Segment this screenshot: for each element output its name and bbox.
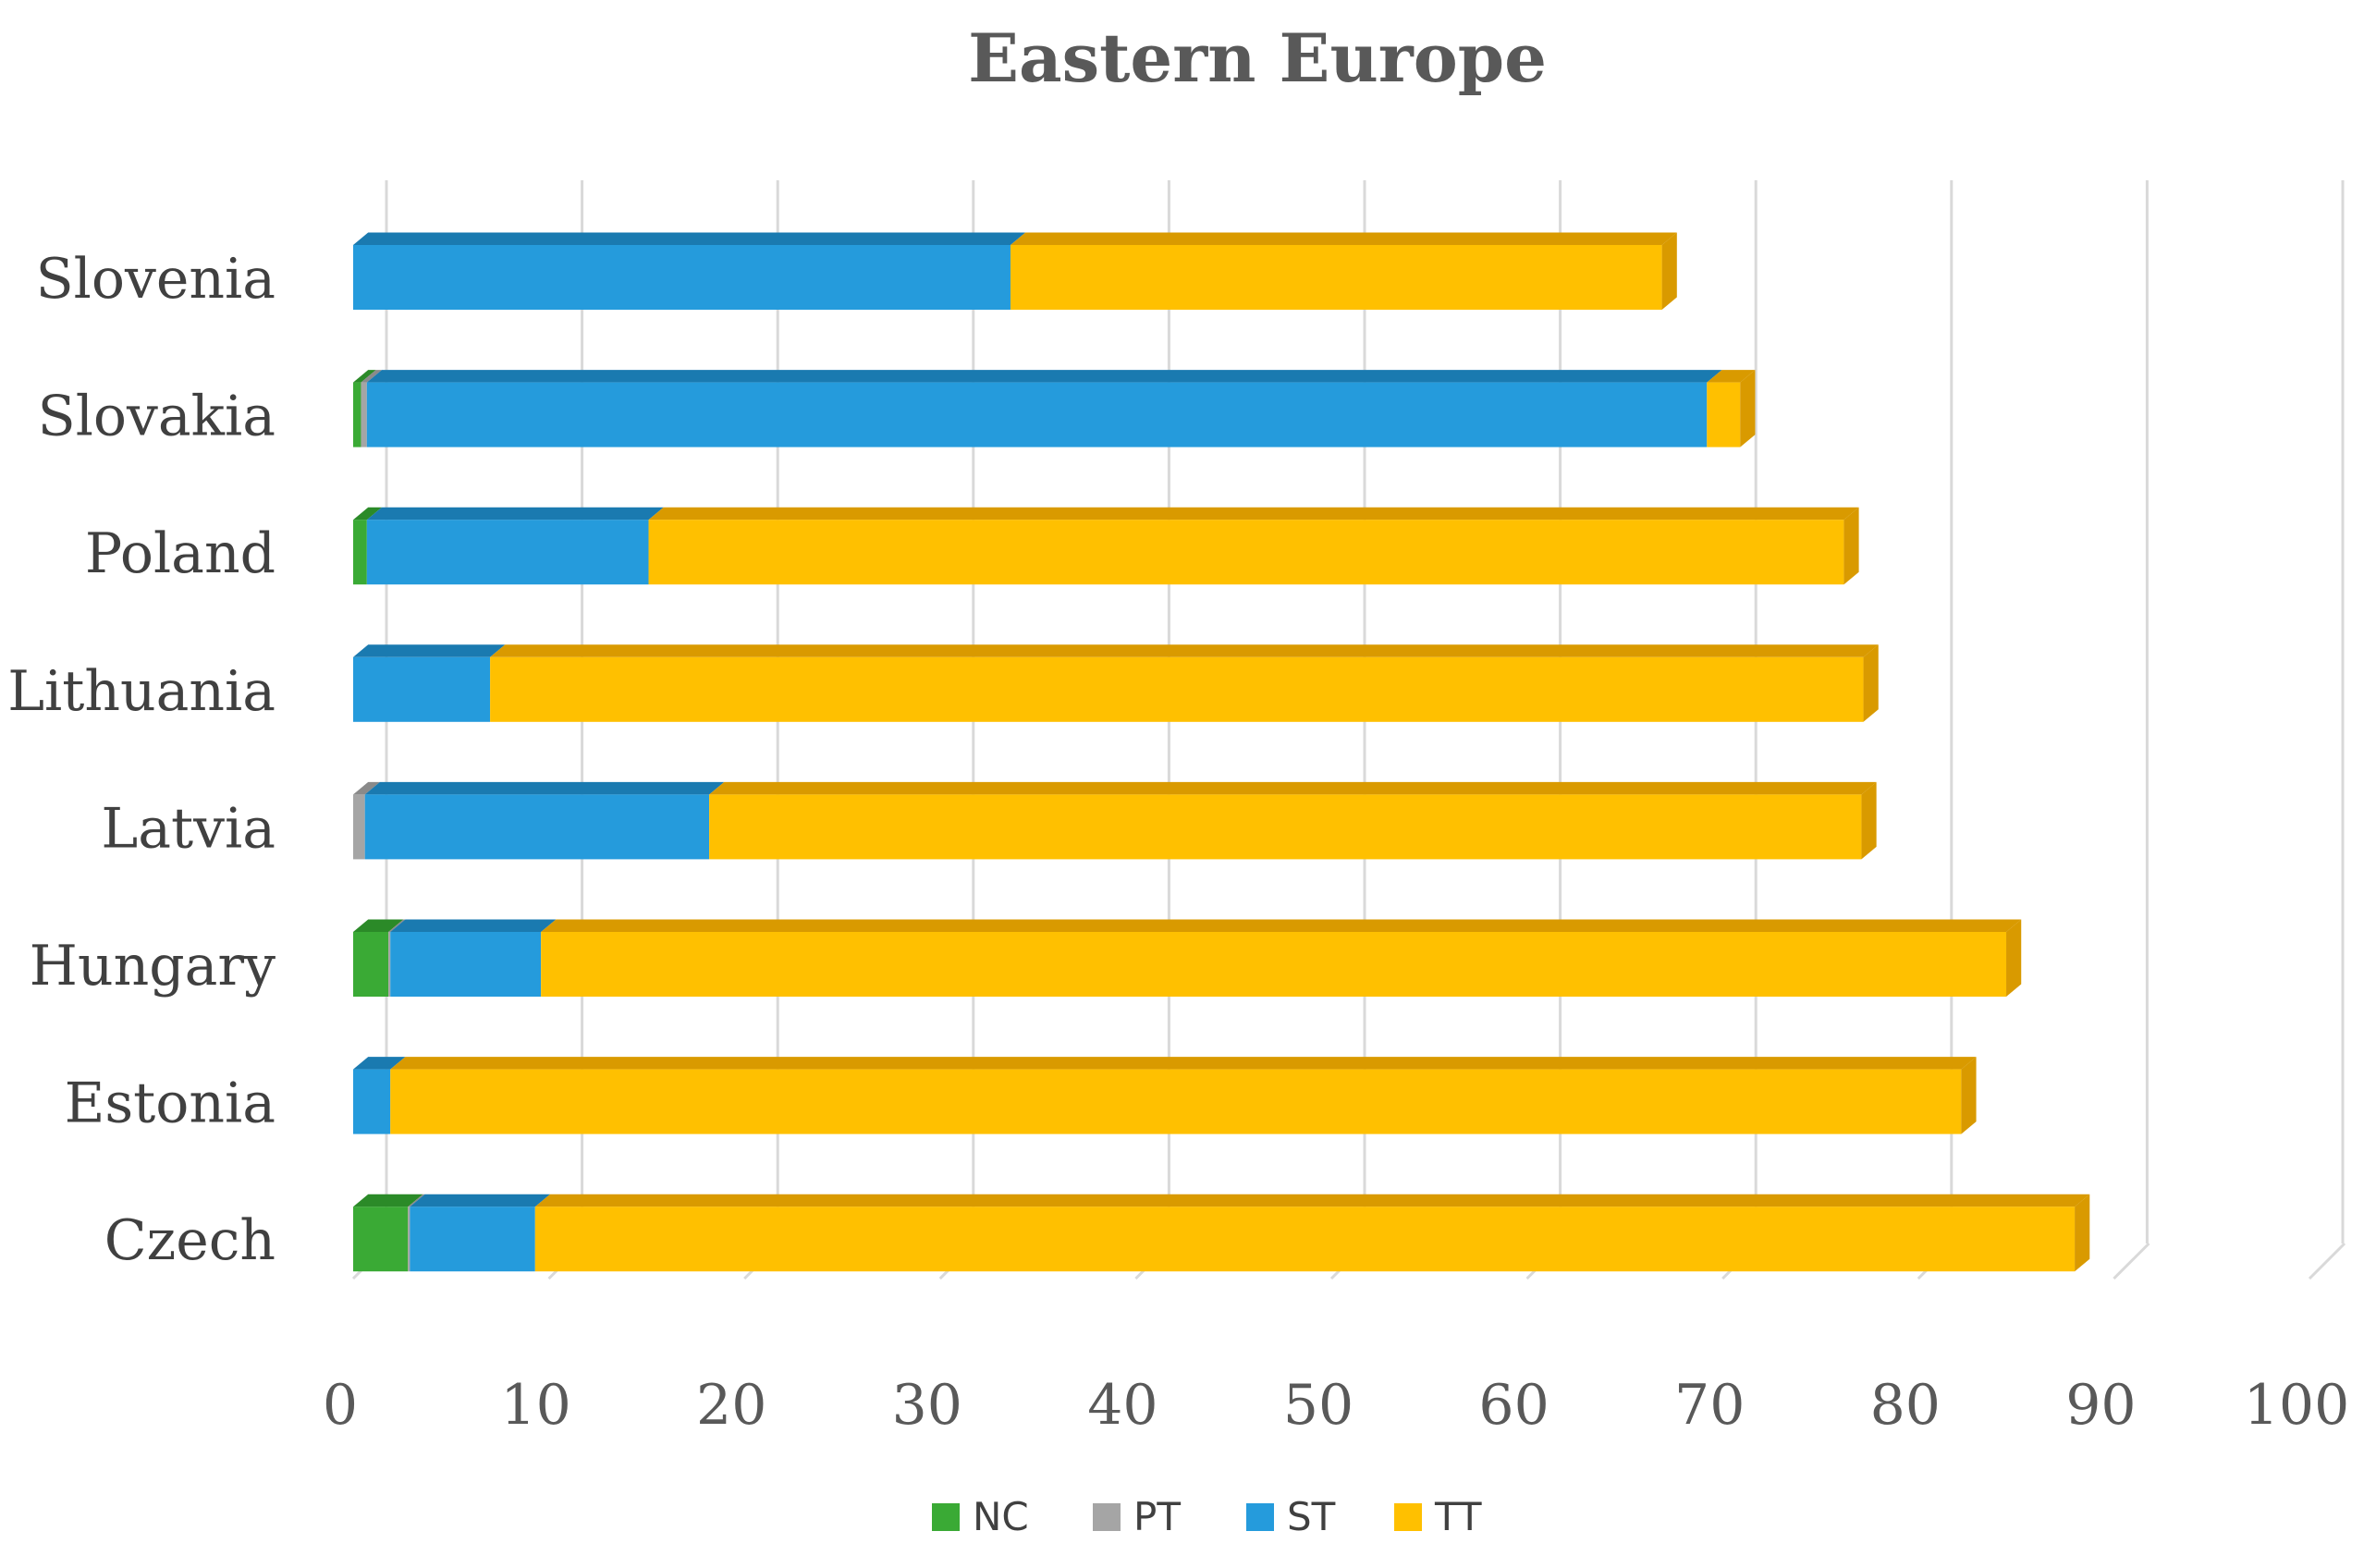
- bar-row-latvia: [353, 781, 1877, 860]
- bar-poland-st: [366, 507, 664, 585]
- chart-title: Eastern Europe: [968, 18, 1547, 97]
- bar-poland-tt: [648, 507, 1859, 585]
- bar-czech-tt: [534, 1194, 2090, 1272]
- bar-hungary-nc: [353, 919, 404, 997]
- legend-item-st: ST: [1246, 1494, 1336, 1539]
- legend-label-nc: NC: [973, 1494, 1029, 1539]
- bar-end-czech: [2075, 1194, 2090, 1272]
- bar-slovakia-st: [366, 370, 1722, 447]
- bar-slovakia-nc: [353, 370, 376, 447]
- category-label-slovenia: Slovenia: [36, 247, 276, 312]
- bar-poland-nc: [353, 507, 383, 585]
- bar-estonia-st: [353, 1057, 406, 1134]
- gridline-100: [2308, 180, 2346, 1280]
- bar-row-slovenia: [353, 232, 1677, 310]
- legend-swatch-tt: [1394, 1503, 1422, 1531]
- legend-label-st: ST: [1287, 1494, 1336, 1539]
- x-tick-70: 70: [1674, 1373, 1745, 1438]
- bar-estonia-tt: [390, 1057, 1977, 1134]
- bar-czech-nc: [353, 1194, 423, 1272]
- category-labels: Slovenia Slovakia Poland Lithuania Latvia Hun…: [7, 247, 276, 1273]
- bar-end-poland: [1843, 507, 1859, 585]
- legend-swatch-st: [1246, 1503, 1274, 1531]
- x-tick-90: 90: [2065, 1373, 2136, 1438]
- gridline-90: [2113, 180, 2150, 1280]
- category-label-hungary: Hungary: [30, 934, 276, 998]
- bar-hungary-tt: [541, 919, 2022, 997]
- legend-item-tt: TT: [1394, 1494, 1482, 1539]
- bar-latvia-st: [364, 781, 725, 860]
- bar-hungary-pt: [388, 919, 406, 997]
- x-tick-50: 50: [1283, 1373, 1353, 1438]
- bar-row-hungary: [353, 919, 2022, 997]
- bar-row-poland: [353, 507, 1859, 585]
- bar-end-slovenia: [1661, 232, 1677, 310]
- x-tick-100: 100: [2244, 1373, 2350, 1438]
- x-tick-60: 60: [1478, 1373, 1549, 1438]
- x-tick-labels: 0 10 20 30 40 50 60 70 80 90 100: [323, 1373, 2349, 1438]
- legend-label-pt: PT: [1133, 1494, 1181, 1539]
- x-tick-10: 10: [500, 1373, 570, 1438]
- category-label-poland: Poland: [85, 521, 276, 586]
- bar-row-lithuania: [353, 644, 1879, 722]
- bar-slovenia-tt: [1010, 232, 1677, 310]
- category-label-lithuania: Lithuania: [7, 659, 276, 724]
- category-label-estonia: Estonia: [65, 1072, 276, 1136]
- bar-row-estonia: [353, 1057, 1977, 1134]
- x-tick-40: 40: [1087, 1373, 1158, 1438]
- bar-end-hungary: [2006, 919, 2022, 997]
- bar-end-slovakia: [1740, 370, 1756, 447]
- x-tick-80: 80: [1870, 1373, 1941, 1438]
- bar-czech-st: [410, 1194, 550, 1272]
- legend-label-tt: TT: [1434, 1494, 1482, 1539]
- bar-czech-pt: [408, 1194, 425, 1272]
- x-tick-20: 20: [696, 1373, 766, 1438]
- category-label-latvia: Latvia: [101, 796, 276, 861]
- bar-slovakia-tt: [1707, 370, 1756, 447]
- category-label-czech: Czech: [104, 1208, 276, 1273]
- category-label-slovakia: Slovakia: [38, 385, 276, 449]
- bar-lithuania-tt: [490, 644, 1879, 722]
- legend-item-nc: NC: [932, 1494, 1029, 1539]
- legend-item-pt: PT: [1093, 1494, 1181, 1539]
- legend-swatch-pt: [1093, 1503, 1121, 1531]
- x-tick-0: 0: [323, 1373, 358, 1438]
- bar-row-slovakia: [353, 370, 1756, 447]
- bars-layer: [353, 232, 2090, 1272]
- bar-end-estonia: [1961, 1057, 1977, 1134]
- bar-end-latvia: [1861, 781, 1877, 860]
- bar-end-lithuania: [1863, 644, 1879, 722]
- bar-row-czech: [353, 1194, 2090, 1272]
- bar-slovenia-st: [353, 232, 1026, 310]
- bar-latvia-pt: [353, 781, 380, 860]
- legend: NC PT ST TT: [932, 1494, 1482, 1539]
- bar-hungary-st: [390, 919, 557, 997]
- bar-lithuania-st: [353, 644, 506, 722]
- x-tick-30: 30: [892, 1373, 962, 1438]
- legend-swatch-nc: [932, 1503, 960, 1531]
- bar-latvia-tt: [709, 781, 1877, 860]
- bar-slovakia-pt: [361, 370, 383, 447]
